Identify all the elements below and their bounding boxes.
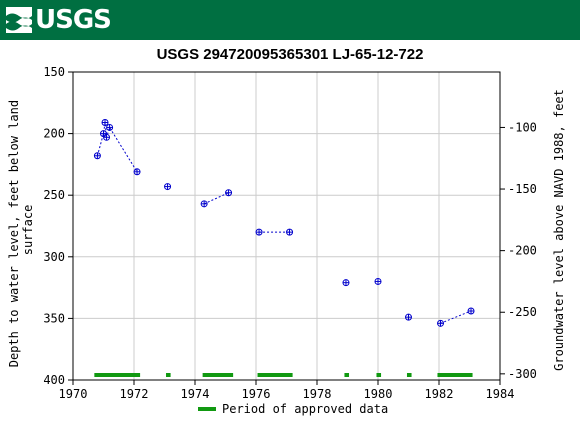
- data-point: [93, 152, 101, 160]
- legend-swatch: [198, 407, 216, 411]
- data-point: [101, 119, 109, 127]
- data-point: [342, 279, 350, 287]
- approved-period-bar: [406, 373, 412, 377]
- usgs-wave-icon: [6, 7, 32, 33]
- x-tick-label: 1976: [242, 387, 271, 401]
- series-line-segment: [96, 122, 138, 173]
- data-point: [437, 319, 445, 327]
- usgs-header-banner: USGS: [0, 0, 580, 40]
- y-left-axis-label: Depth to water level, feet below land su…: [7, 93, 35, 368]
- y-left-tick-label: 200: [43, 127, 65, 141]
- data-point: [133, 168, 141, 176]
- x-tick-label: 1974: [181, 387, 210, 401]
- y-right-axis-ticks: -100 -150 -200 -250 -300: [500, 120, 537, 381]
- data-point: [103, 133, 111, 141]
- y-left-tick-label: 250: [43, 188, 65, 202]
- data-point: [255, 228, 263, 236]
- approved-period-bar: [202, 373, 234, 377]
- y-right-tick-label: -150: [508, 182, 537, 196]
- data-point: [200, 200, 208, 208]
- y-right-tick-label: -250: [508, 305, 537, 319]
- approved-period-bar: [376, 373, 382, 377]
- y-left-tick-label: 350: [43, 311, 65, 325]
- x-axis-ticks: 1970 1972 1974 1976 1978 1980 1982 1984: [59, 380, 515, 401]
- approved-period-bar: [166, 373, 171, 377]
- approved-period-bar: [344, 373, 350, 377]
- legend: Period of approved data: [198, 402, 388, 416]
- x-tick-label: 1972: [120, 387, 149, 401]
- y-left-axis-ticks: 150 200 250 300 350 400: [43, 65, 73, 387]
- data-points: [93, 119, 475, 327]
- chart-title: USGS 294720095365301 LJ-65-12-722: [157, 46, 424, 63]
- x-tick-label: 1978: [303, 387, 332, 401]
- y-left-tick-label: 300: [43, 250, 65, 264]
- data-point: [106, 123, 114, 131]
- series-line-segment: [203, 192, 229, 205]
- approved-periods: [94, 373, 473, 377]
- y-left-label-line-1: Depth to water level, feet below land: [7, 100, 21, 367]
- y-right-tick-label: -100: [508, 120, 537, 134]
- data-point: [467, 307, 475, 315]
- x-tick-label: 1980: [364, 387, 393, 401]
- y-right-tick-label: -300: [508, 367, 537, 381]
- plot-frame: [72, 71, 501, 381]
- approved-period-bar: [437, 373, 473, 377]
- usgs-logo-text: USGS: [35, 5, 112, 35]
- x-tick-label: 1970: [59, 387, 88, 401]
- usgs-logo[interactable]: USGS: [6, 4, 112, 36]
- x-tick-label: 1982: [425, 387, 454, 401]
- data-point: [286, 228, 294, 236]
- data-point: [164, 183, 172, 191]
- legend-label: Period of approved data: [222, 402, 388, 416]
- y-left-tick-label: 400: [43, 373, 65, 387]
- grid-lines: [73, 72, 500, 380]
- y-right-tick-label: -200: [508, 244, 537, 258]
- approved-period-bar: [94, 373, 141, 377]
- y-left-tick-label: 150: [43, 65, 65, 79]
- series-lines: [96, 122, 472, 324]
- y-right-axis-label: Groundwater level above NAVD 1988, feet: [552, 89, 566, 371]
- data-point: [225, 189, 233, 197]
- data-point: [405, 313, 412, 321]
- x-tick-label: 1984: [486, 387, 515, 401]
- y-left-label-line-2: surface: [21, 205, 35, 256]
- series-line-segment: [440, 310, 472, 324]
- approved-period-bar: [257, 373, 293, 377]
- data-point: [374, 277, 382, 285]
